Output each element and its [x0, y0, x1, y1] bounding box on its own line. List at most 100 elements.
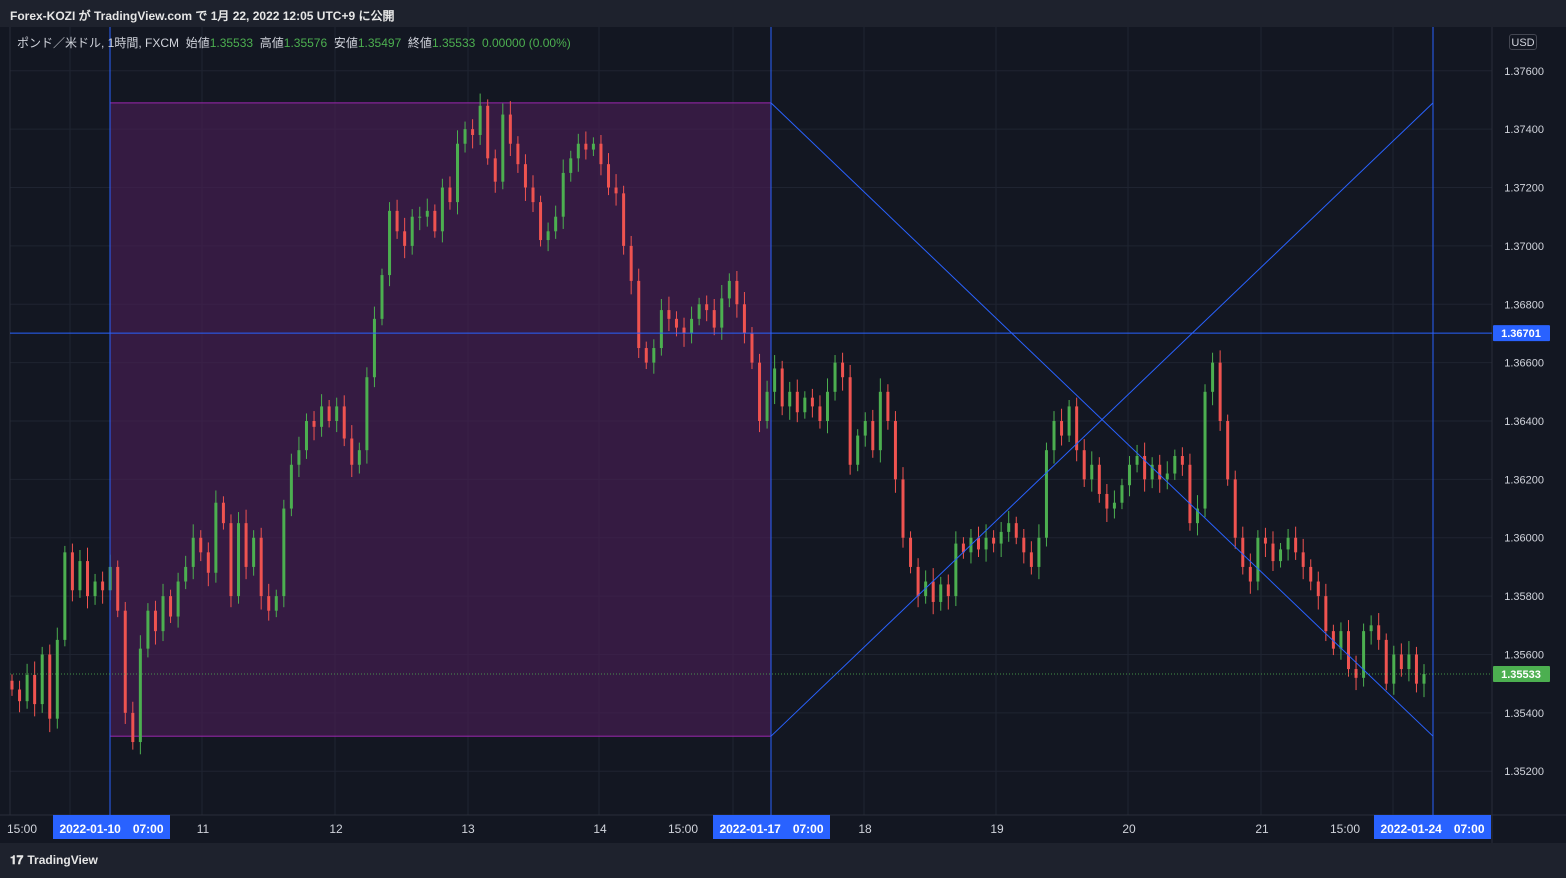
y-tick-label: 1.37000: [1504, 241, 1544, 253]
candle-body: [961, 543, 965, 553]
candle-body: [992, 537, 996, 544]
candle-body: [116, 566, 120, 611]
candle-body: [93, 581, 97, 597]
candle-body: [1309, 566, 1313, 582]
candle-body: [508, 114, 512, 144]
x-highlight-bg: [1374, 815, 1491, 839]
candle-body: [501, 114, 505, 182]
candle-body: [1248, 566, 1252, 582]
candle-body: [1029, 552, 1033, 567]
candle-body: [1052, 421, 1056, 451]
candle-body: [335, 406, 339, 421]
candle-body: [146, 610, 150, 649]
candle-body: [1203, 391, 1207, 509]
candle-body: [455, 143, 459, 203]
candle-body: [803, 397, 807, 413]
x-tick-label: 12: [329, 822, 343, 836]
candle-body: [1135, 456, 1139, 465]
candle-body: [614, 187, 618, 194]
candle-body: [977, 537, 981, 550]
candle-body: [1339, 631, 1343, 649]
publish-info: Forex-KOZI が TradingView.com で 1月 22, 20…: [10, 9, 395, 23]
tradingview-brand[interactable]: 𝟏𝟕 TradingView: [10, 853, 98, 868]
candle-body: [463, 129, 467, 144]
candle-body: [1263, 537, 1267, 544]
candle-body: [863, 421, 867, 436]
candle-body: [274, 596, 278, 611]
candle-body: [493, 158, 497, 182]
candle-body: [1301, 552, 1305, 567]
open-value: 1.35533: [209, 36, 254, 50]
x-tick-label: 15:00: [668, 822, 698, 836]
low-value: 1.35497: [357, 36, 402, 50]
candle-body: [1241, 537, 1245, 567]
candle-body: [448, 187, 452, 203]
low-label: 安値: [333, 36, 358, 50]
candlestick-chart[interactable]: 1.35200 1.35400 1.35600 1.35800 1.36000 1.362…: [0, 27, 1566, 843]
candle-body: [697, 304, 701, 319]
x-highlight-bg: [53, 815, 170, 839]
candle-body: [78, 561, 82, 591]
candle-body: [289, 464, 293, 509]
candle-body: [161, 596, 165, 632]
candle-body: [1158, 464, 1162, 480]
candle-body: [304, 421, 308, 451]
symbol-name[interactable]: ポンド／米ドル, 1時間, FXCM: [17, 36, 180, 50]
candle-body: [1362, 631, 1366, 678]
candle-body: [1316, 581, 1320, 597]
candle-body: [886, 391, 890, 421]
candle-body: [199, 537, 203, 553]
candle-body: [1392, 654, 1396, 684]
candle-body: [569, 158, 573, 173]
candle-body: [1286, 537, 1290, 550]
candle-body: [184, 566, 188, 582]
candle-body: [357, 450, 361, 465]
candle-body: [40, 654, 44, 705]
last-price-label-bg: [1493, 666, 1550, 683]
currency-button[interactable]: USD: [1509, 34, 1537, 50]
candle-body: [327, 406, 331, 421]
change-value: 0.00000 (0.00%): [482, 36, 571, 50]
chart-area[interactable]: 1.35200 1.35400 1.35600 1.35800 1.36000 1.362…: [0, 27, 1566, 843]
candle-body: [1354, 669, 1358, 678]
candle-body: [1233, 479, 1237, 538]
candle-body: [901, 479, 905, 538]
candle-body: [720, 298, 724, 328]
candle-body: [825, 391, 829, 421]
candle-body: [1105, 493, 1109, 509]
y-tick-label: 1.35800: [1504, 591, 1544, 603]
candle-body: [644, 348, 648, 363]
candle-body: [25, 674, 29, 702]
candle-body: [433, 210, 437, 232]
candle-body: [395, 210, 399, 232]
x-tick-label: 21: [1255, 822, 1269, 836]
candle-body: [999, 531, 1003, 544]
candle-body: [1097, 464, 1101, 494]
candle-body: [1218, 362, 1222, 421]
diagonal-line-up[interactable]: [770, 102, 1434, 737]
candle-body: [554, 216, 558, 232]
candle-body: [984, 537, 988, 550]
candle-body: [523, 164, 527, 188]
candle-body: [848, 377, 852, 465]
candle-body: [939, 584, 943, 602]
horizontal-line-price-label-bg: [1493, 325, 1550, 342]
candle-body: [1422, 674, 1426, 684]
candle-body: [1044, 450, 1048, 538]
candle-body: [1143, 456, 1147, 480]
candle-body: [909, 537, 913, 567]
candle-body: [1037, 537, 1041, 567]
candle-body: [893, 421, 897, 480]
candle-body: [1075, 406, 1079, 451]
candle-body: [131, 712, 135, 743]
candle-body: [871, 421, 875, 451]
date-range-rectangle[interactable]: [109, 102, 772, 737]
candle-body: [478, 105, 482, 135]
candle-body: [1279, 549, 1283, 562]
candle-body: [1165, 473, 1169, 480]
candle-body: [878, 391, 882, 451]
candle-body: [86, 561, 90, 597]
publish-header: Forex-KOZI が TradingView.com で 1月 22, 20…: [0, 0, 1566, 27]
x-tick-label: 14: [593, 822, 607, 836]
candle-body: [1090, 464, 1094, 480]
